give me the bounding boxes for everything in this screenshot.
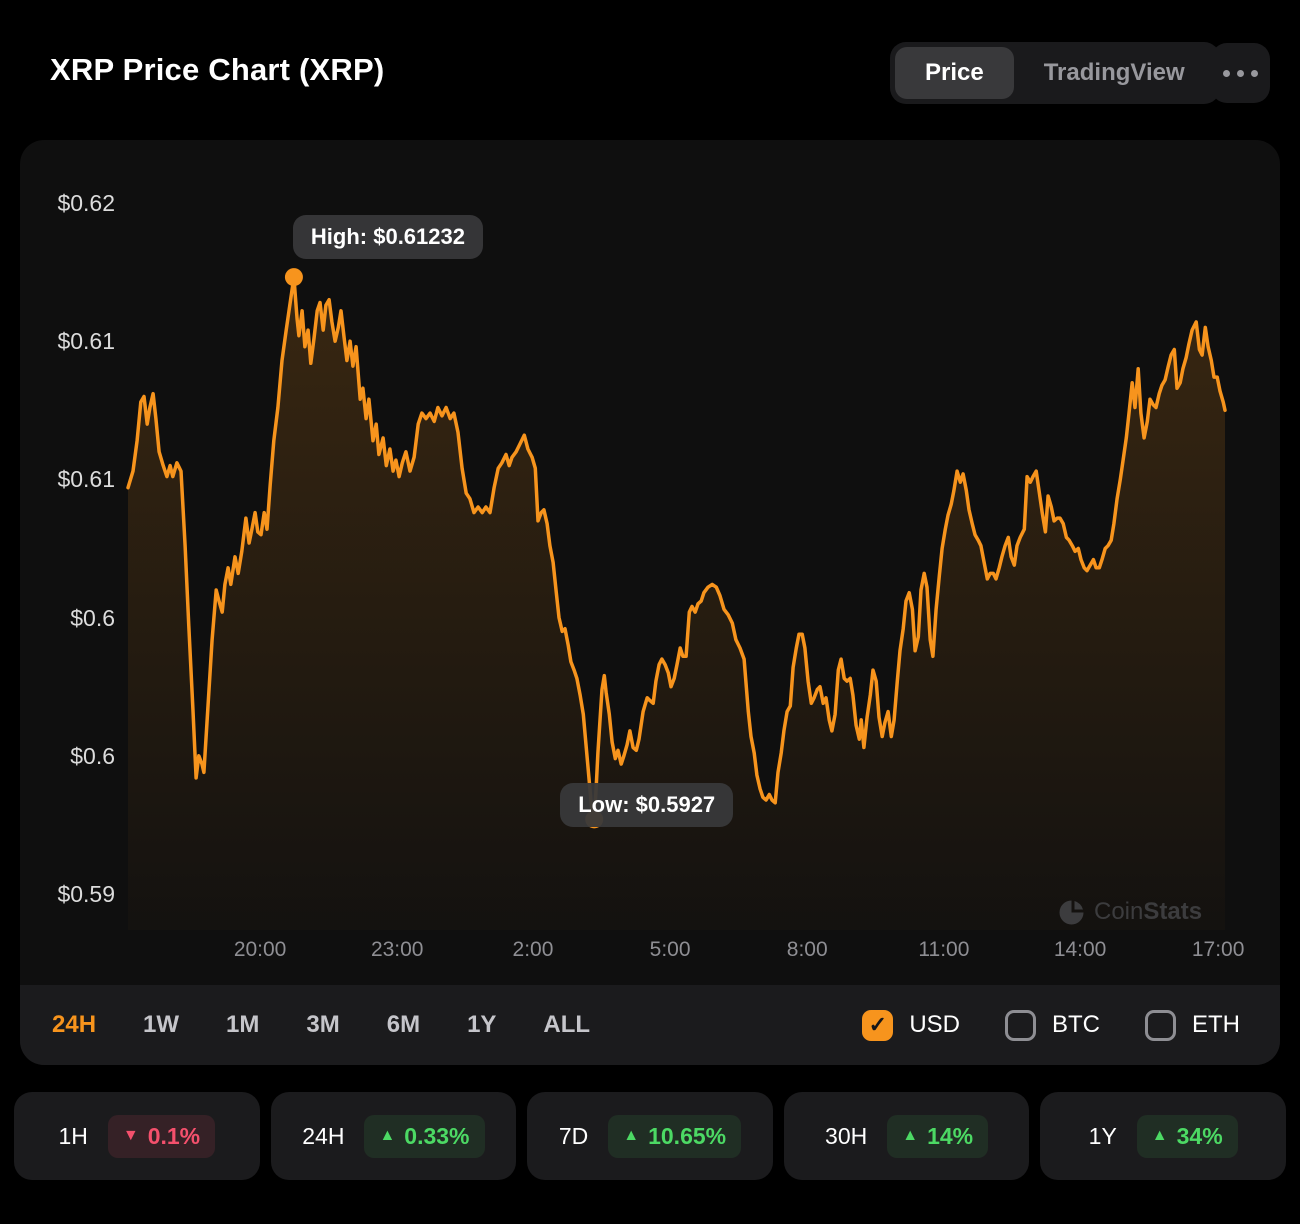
stat-change-value: 14%	[927, 1122, 974, 1149]
checkbox-unchecked-icon[interactable]	[1145, 1009, 1176, 1041]
range-24h[interactable]: 24H	[52, 1011, 97, 1038]
stat-change-badge: ▲ 10.65%	[608, 1114, 742, 1158]
triangle-up-icon: ▲	[623, 1127, 640, 1144]
watermark-text: Coin	[1094, 898, 1144, 925]
currency-toggle-eth[interactable]: ETH	[1145, 1009, 1240, 1041]
y-tick-label: $0.61	[57, 466, 115, 493]
stat-change-value: 0.33%	[404, 1122, 470, 1149]
stat-period-label: 1H	[58, 1122, 88, 1149]
checkbox-checked-icon[interactable]: ✓	[862, 1009, 894, 1041]
x-tick-label: 2:00	[512, 938, 554, 961]
checkbox-unchecked-icon[interactable]	[1005, 1009, 1036, 1041]
chart-card: $0.62 $0.61 $0.61 $0.6 $0.6 $0.59 20:00 23:00 2…	[20, 140, 1280, 1065]
currency-label: ETH	[1192, 1011, 1240, 1038]
high-annotation: High: $0.61232	[292, 215, 483, 260]
currency-toggle-btc[interactable]: BTC	[1005, 1009, 1100, 1041]
y-tick-label: $0.6	[70, 604, 115, 631]
coinstats-watermark: CoinStats	[1058, 898, 1202, 926]
stat-change-badge: ▲ 14%	[887, 1114, 989, 1158]
x-tick-label: 11:00	[918, 938, 970, 961]
x-tick-label: 8:00	[786, 938, 828, 961]
currency-selector: ✓ USD BTC ETH	[862, 1009, 1240, 1041]
triangle-up-icon: ▲	[379, 1127, 396, 1144]
stat-change-value: 0.1%	[147, 1122, 201, 1149]
stat-period-label: 24H	[302, 1122, 345, 1149]
x-tick-label: 23:00	[370, 938, 424, 961]
stat-card-24h: 24H ▲ 0.33%	[270, 1092, 517, 1180]
more-menu-button[interactable]	[1211, 43, 1270, 103]
triangle-up-icon: ▲	[1151, 1127, 1168, 1144]
stat-change-value: 34%	[1176, 1122, 1223, 1149]
price-area-chart[interactable]	[20, 140, 1280, 1065]
currency-label: BTC	[1052, 1011, 1100, 1038]
currency-toggle-usd[interactable]: ✓ USD	[862, 1009, 960, 1041]
header: XRP Price Chart (XRP) Price TradingView	[0, 0, 1300, 140]
chart-controls-bar: 24H 1W 1M 3M 6M 1Y ALL ✓ USD BTC ETH	[20, 985, 1280, 1065]
range-1w[interactable]: 1W	[143, 1011, 180, 1038]
range-1y[interactable]: 1Y	[467, 1011, 497, 1038]
x-tick-label: 17:00	[1191, 938, 1245, 961]
range-1m[interactable]: 1M	[226, 1011, 260, 1038]
stat-card-1h: 1H ▼ 0.1%	[14, 1092, 260, 1180]
stat-period-label: 1Y	[1088, 1122, 1117, 1149]
tab-tradingview[interactable]: TradingView	[1014, 47, 1215, 99]
x-tick-label: 14:00	[1053, 938, 1107, 961]
triangle-up-icon: ▲	[902, 1127, 919, 1144]
stat-change-badge: ▼ 0.1%	[107, 1114, 216, 1158]
time-range-selector: 24H 1W 1M 3M 6M 1Y ALL	[52, 1011, 590, 1039]
area-fill	[128, 277, 1225, 931]
y-tick-label: $0.6	[70, 742, 115, 769]
stat-change-value: 10.65%	[648, 1122, 727, 1149]
stat-change-badge: ▲ 34%	[1136, 1114, 1238, 1158]
high-marker-dot	[284, 268, 303, 287]
chart-type-switcher: Price TradingView	[890, 42, 1220, 104]
pie-chart-icon	[1059, 900, 1084, 924]
stat-card-30h: 30H ▲ 14%	[783, 1092, 1030, 1180]
y-tick-label: $0.59	[57, 881, 115, 907]
range-3m[interactable]: 3M	[306, 1011, 340, 1038]
triangle-down-icon: ▼	[122, 1127, 139, 1144]
range-all[interactable]: ALL	[543, 1011, 591, 1038]
ellipsis-icon	[1223, 69, 1258, 77]
stat-change-badge: ▲ 0.33%	[364, 1114, 485, 1158]
x-tick-label: 5:00	[649, 938, 691, 961]
tab-price[interactable]: Price	[895, 47, 1014, 99]
y-tick-label: $0.61	[57, 328, 115, 355]
stat-period-label: 30H	[825, 1122, 868, 1149]
x-tick-label: 20:00	[233, 938, 287, 961]
range-6m[interactable]: 6M	[386, 1011, 421, 1038]
stat-period-label: 7D	[558, 1122, 589, 1149]
price-line	[126, 275, 1227, 822]
stat-card-1y: 1Y ▲ 34%	[1040, 1092, 1286, 1180]
stat-card-7d: 7D ▲ 10.65%	[527, 1092, 773, 1180]
page-title: XRP Price Chart (XRP)	[50, 52, 385, 87]
low-annotation: Low: $0.5927	[560, 783, 734, 828]
performance-stats-row: 1H ▼ 0.1% 24H ▲ 0.33% 7D ▲ 10.65% 30H ▲ 14% 1Y ▲ 34%	[14, 1092, 1286, 1180]
currency-label: USD	[909, 1011, 960, 1038]
y-tick-label: $0.62	[57, 190, 115, 216]
